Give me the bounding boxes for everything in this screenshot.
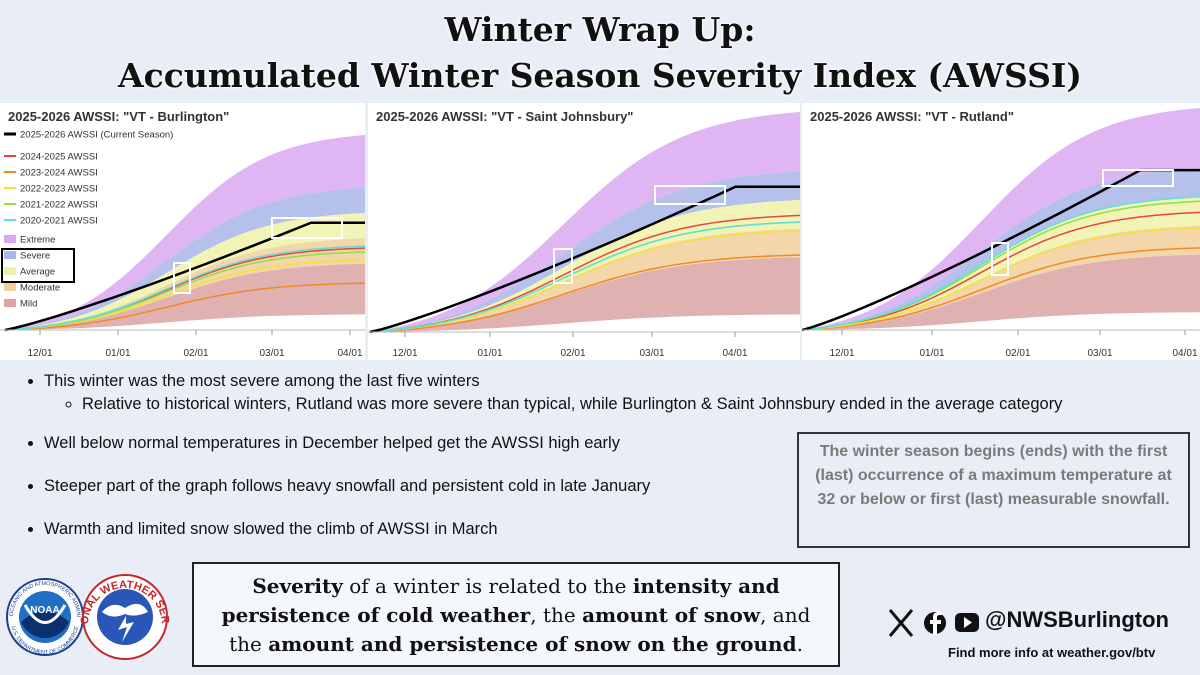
severity-text: Severity (252, 574, 343, 598)
current-season-line (4, 221, 365, 332)
severity-band (802, 108, 1200, 330)
legend-highlight (1, 248, 75, 283)
severity-band (802, 167, 1200, 330)
x-tick-label: 03/01 (259, 348, 284, 359)
severity-band (802, 196, 1200, 330)
season-line (369, 221, 800, 333)
season-line (802, 196, 1200, 331)
x-tick-label: 01/01 (105, 348, 130, 359)
bullet-text: Well below normal temperatures in Decemb… (44, 434, 620, 452)
x-tick-label: 12/01 (27, 348, 52, 359)
bullet: This winter was the most severe among th… (44, 372, 1200, 414)
legend-label: Extreme (20, 235, 55, 246)
legend-label: 2024-2025 AWSSI (20, 152, 98, 163)
season-line (802, 247, 1200, 331)
legend-swatch (4, 235, 16, 243)
chart-panel: 2025-2026 AWSSI: "VT - Saint Johnsbury" 1… (368, 103, 800, 360)
severity-band (370, 112, 800, 332)
noaa-text: NOAA (30, 605, 59, 616)
chart-panel: 2025-2026 AWSSI: "VT - Burlington" 12/01 0… (0, 103, 365, 360)
severity-text: . (796, 632, 803, 656)
season-line (369, 254, 800, 333)
sub-bullet-list: Relative to historical winters, Rutland … (44, 395, 1200, 414)
bullet-list: This winter was the most severe among th… (18, 372, 1200, 563)
x-tick-label: 04/01 (1172, 348, 1197, 359)
severity-band (802, 254, 1200, 330)
season-line (802, 227, 1200, 331)
highlight-box (553, 248, 573, 284)
legend-label: Moderate (20, 283, 60, 294)
plot-area (802, 108, 1200, 332)
panel-title: 2025-2026 AWSSI: "VT - Saint Johnsbury" (376, 109, 633, 124)
legend-label: 2023-2024 AWSSI (20, 168, 98, 179)
x-tick-label: 12/01 (392, 348, 417, 359)
title-line-2: Accumulated Winter Season Severity Index… (118, 56, 1082, 95)
legend-swatch (4, 267, 16, 275)
x-tick-label: 12/01 (829, 348, 854, 359)
legend-label: 2021-2022 AWSSI (20, 200, 98, 211)
x-tick-label: 02/01 (183, 348, 208, 359)
season-line (4, 245, 365, 331)
legend-label: 2025-2026 AWSSI (Current Season) (20, 130, 173, 141)
severity-band (5, 187, 365, 330)
legend-label: 2020-2021 AWSSI (20, 216, 98, 227)
bullet-text: Warmth and limited snow slowed the climb… (44, 520, 498, 538)
x-tick-label: 01/01 (477, 348, 502, 359)
legend-label: Average (20, 267, 55, 278)
x-tick-label: 02/01 (1005, 348, 1030, 359)
x-tick-label: 04/01 (722, 348, 747, 359)
x-tick-label: 03/01 (639, 348, 664, 359)
x-tick-label: 01/01 (919, 348, 944, 359)
severity-text: , and the (229, 603, 811, 656)
x-tick-label: 03/01 (1087, 348, 1112, 359)
severity-band (5, 263, 365, 330)
bullet: Well below normal temperatures in Decemb… (44, 434, 1200, 453)
x-tick-label: 04/01 (337, 348, 362, 359)
legend-swatch (4, 251, 16, 259)
legend-swatch (4, 299, 16, 307)
severity-text: of a winter is related to the (342, 574, 633, 598)
bullet-text: This winter was the most severe among th… (44, 372, 480, 390)
social-icons (888, 609, 979, 637)
season-note: The winter season begins (ends) with the… (797, 432, 1190, 548)
severity-text: , the (530, 603, 583, 627)
plot-area (369, 112, 800, 334)
plot-area (4, 135, 365, 332)
severity-band (5, 135, 365, 330)
more-info: Find more info at weather.gov/btv (948, 645, 1156, 660)
panel-title: 2025-2026 AWSSI: "VT - Rutland" (810, 109, 1014, 124)
legend-label: Mild (20, 299, 37, 310)
bullet-text: Steeper part of the graph follows heavy … (44, 477, 651, 495)
legend-swatch (4, 283, 16, 291)
chart-panel: 2025-2026 AWSSI: "VT - Rutland" 12/01 01/0… (802, 103, 1200, 360)
social-handle: @NWSBurlington (985, 607, 1169, 632)
bullet: Warmth and limited snow slowed the climb… (44, 520, 1200, 539)
severity-band (370, 257, 800, 332)
severity-box: Severity of a winter is related to the i… (192, 562, 840, 667)
panel-title: 2025-2026 AWSSI: "VT - Burlington" (8, 109, 229, 124)
highlight-box (271, 217, 343, 239)
severity-text: intensity and persistence of cold weathe… (221, 574, 780, 627)
highlight-box (654, 185, 726, 205)
highlight-box (173, 262, 191, 294)
title-line-1: Winter Wrap Up: (444, 10, 756, 49)
severity-text: amount of snow (582, 603, 761, 627)
current-season-line (369, 185, 800, 334)
severity-text: amount and persistence of snow on the gr… (268, 632, 797, 656)
sub-bullet: Relative to historical winters, Rutland … (82, 395, 1200, 414)
legend-label: 2022-2023 AWSSI (20, 184, 98, 195)
bullet: Steeper part of the graph follows heavy … (44, 477, 1200, 496)
legend: 2025-2026 AWSSI (Current Season) 2024-202… (1, 130, 173, 310)
legend-label: Severe (20, 251, 50, 262)
severity-band (370, 171, 800, 332)
highlight-box (991, 242, 1009, 276)
season-line (802, 211, 1200, 331)
highlight-box (1102, 169, 1174, 187)
severity-band (370, 228, 800, 332)
season-line (4, 282, 365, 331)
severity-band (802, 225, 1200, 330)
x-tick-label: 02/01 (560, 348, 585, 359)
